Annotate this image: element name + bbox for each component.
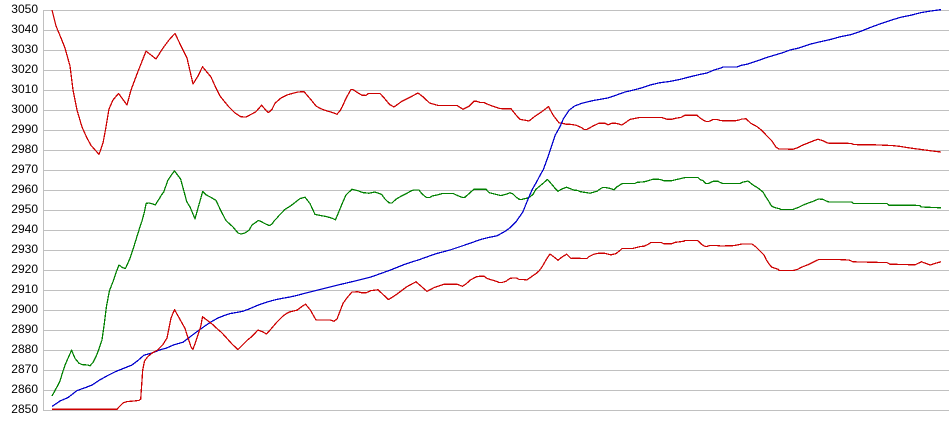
svg-text:3050: 3050 [11, 2, 38, 16]
svg-text:2850: 2850 [11, 402, 38, 416]
svg-text:3010: 3010 [11, 82, 38, 96]
svg-text:2880: 2880 [11, 342, 38, 356]
svg-text:3030: 3030 [11, 42, 38, 56]
svg-text:2980: 2980 [11, 142, 38, 156]
svg-text:2900: 2900 [11, 302, 38, 316]
svg-text:3000: 3000 [11, 102, 38, 116]
svg-text:3020: 3020 [11, 62, 38, 76]
svg-text:2860: 2860 [11, 382, 38, 396]
svg-text:2910: 2910 [11, 282, 38, 296]
svg-text:2890: 2890 [11, 322, 38, 336]
svg-text:2870: 2870 [11, 362, 38, 376]
svg-text:2990: 2990 [11, 122, 38, 136]
svg-text:3040: 3040 [11, 22, 38, 36]
svg-text:2940: 2940 [11, 222, 38, 236]
svg-text:2930: 2930 [11, 242, 38, 256]
svg-text:2920: 2920 [11, 262, 38, 276]
svg-text:2960: 2960 [11, 182, 38, 196]
svg-text:2970: 2970 [11, 162, 38, 176]
svg-text:2950: 2950 [11, 202, 38, 216]
